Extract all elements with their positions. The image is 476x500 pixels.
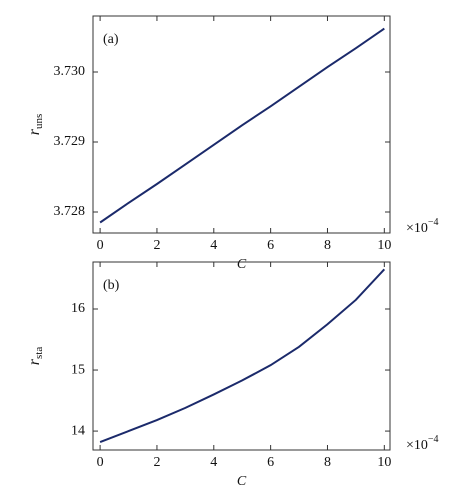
- panel-label: (b): [103, 278, 120, 293]
- x-tick-label: 10: [377, 455, 391, 470]
- y-axis-label: runs: [26, 114, 45, 136]
- y-tick-label: 3.729: [54, 134, 86, 149]
- x-tick-label: 2: [153, 238, 160, 253]
- y-axis-subscript: uns: [33, 114, 45, 129]
- data-line: [99, 27, 385, 224]
- data-line: [99, 268, 386, 443]
- y-tick-label: 16: [71, 301, 85, 316]
- x-tick-label: 4: [210, 455, 217, 470]
- x-tick-label: 0: [97, 238, 104, 253]
- y-tick-label: 3.728: [54, 204, 86, 219]
- y-tick-label: 3.730: [54, 64, 86, 79]
- x-multiplier: ×10−4: [406, 434, 439, 453]
- x-tick-label: 6: [267, 455, 274, 470]
- y-axis-symbol: r: [26, 358, 43, 365]
- x-tick-label: 6: [267, 238, 274, 253]
- x-axis-label: C: [237, 257, 247, 272]
- x-multiplier-base: ×10: [406, 438, 428, 453]
- x-tick-label: 8: [324, 455, 331, 470]
- x-multiplier-exponent: −4: [428, 217, 439, 228]
- x-axis-label: C: [237, 474, 247, 489]
- y-tick-label: 15: [71, 362, 85, 377]
- x-tick-label: 10: [377, 238, 391, 253]
- plot-frame: [92, 15, 391, 234]
- y-axis-label: rsta: [26, 347, 45, 366]
- y-tick-label: 14: [71, 423, 85, 438]
- y-axis-symbol: r: [26, 128, 43, 135]
- x-tick-label: 2: [153, 455, 160, 470]
- panel-label: (a): [103, 32, 119, 47]
- x-multiplier-exponent: −4: [428, 434, 439, 445]
- x-tick-label: 4: [210, 238, 217, 253]
- plot-frame: [92, 261, 391, 451]
- y-axis-subscript: sta: [33, 347, 45, 359]
- x-tick-label: 0: [97, 455, 104, 470]
- x-multiplier-base: ×10: [406, 221, 428, 236]
- x-tick-label: 8: [324, 238, 331, 253]
- x-multiplier: ×10−4: [406, 217, 439, 236]
